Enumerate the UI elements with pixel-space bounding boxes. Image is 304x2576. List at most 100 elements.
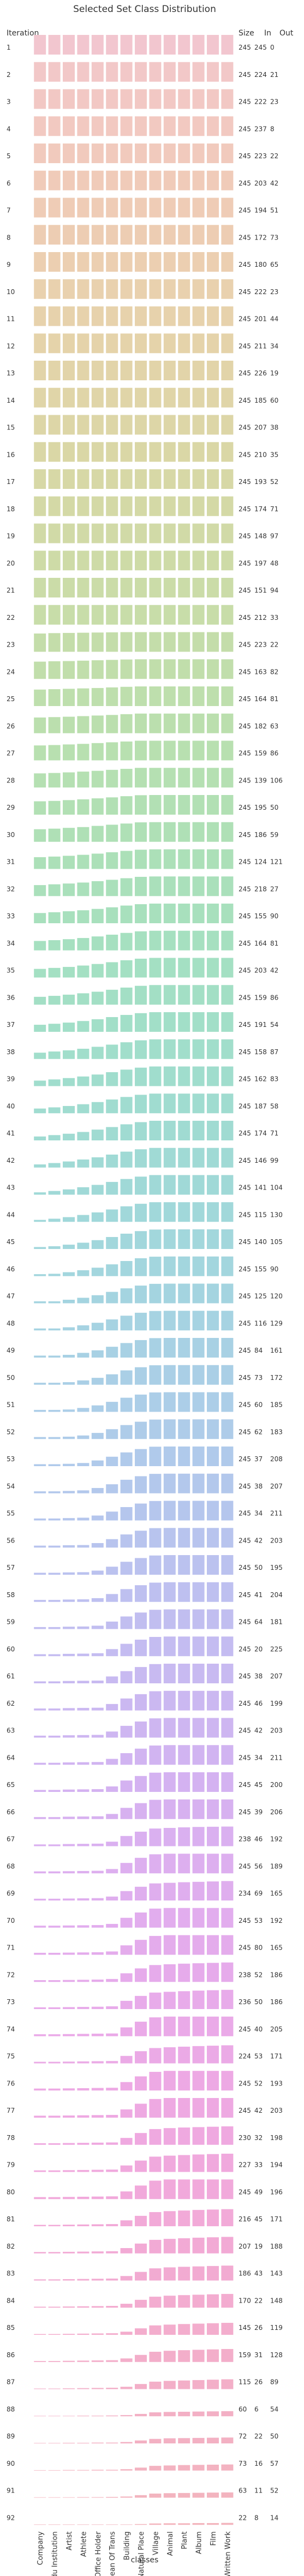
class-bar xyxy=(106,1374,118,1385)
row-out-value: 206 xyxy=(270,1808,283,1816)
class-bar xyxy=(48,1079,61,1086)
class-bar xyxy=(91,1898,104,1900)
class-bar xyxy=(135,415,147,435)
row-size-value: 245 xyxy=(239,912,251,920)
row-out-value: 86 xyxy=(270,994,278,1001)
row-size-value: 245 xyxy=(239,695,251,703)
class-bar xyxy=(135,1995,147,2009)
class-bar xyxy=(135,2133,147,2145)
class-bar xyxy=(178,1229,190,1249)
class-bar xyxy=(163,1447,176,1466)
class-bar xyxy=(120,659,133,679)
class-bar xyxy=(106,934,118,951)
class-bar xyxy=(207,225,219,245)
row-in-value: 180 xyxy=(254,261,267,268)
class-bar xyxy=(106,2033,118,2036)
class-bar xyxy=(77,551,90,571)
class-bar xyxy=(77,252,90,272)
class-bar xyxy=(192,1365,205,1385)
class-bar xyxy=(91,853,104,869)
class-bar xyxy=(48,2497,61,2498)
class-bar xyxy=(106,824,118,842)
iteration-row: 42 245 146 99 xyxy=(7,1147,278,1168)
iteration-row: 86 159 31 128 xyxy=(7,2348,283,2362)
class-bar xyxy=(149,2438,162,2443)
class-bar xyxy=(63,744,75,761)
class-bar xyxy=(48,306,61,326)
class-bar xyxy=(77,660,90,679)
class-bar xyxy=(120,2415,133,2417)
row-in-value: 140 xyxy=(254,1238,267,1246)
category-tick-label: Edu Institution xyxy=(51,2531,59,2576)
class-bar xyxy=(77,1187,90,1195)
class-bar xyxy=(106,2251,118,2254)
class-bar xyxy=(178,2179,190,2200)
class-bar xyxy=(149,2466,162,2471)
class-bar xyxy=(120,2358,133,2362)
category-tick-label: Plant xyxy=(181,2531,189,2549)
row-size-value: 245 xyxy=(239,858,251,866)
class-bar xyxy=(207,632,219,652)
class-bar xyxy=(163,1799,176,1819)
class-bar xyxy=(149,1610,162,1629)
class-bar xyxy=(63,1327,75,1331)
class-bar xyxy=(178,2350,190,2362)
class-bar xyxy=(221,1528,234,1548)
row-out-value: 21 xyxy=(270,71,278,79)
class-bar xyxy=(77,882,90,896)
class-bar xyxy=(192,1854,205,1874)
row-out-value: 207 xyxy=(270,1483,283,1490)
class-bar xyxy=(207,116,219,136)
class-bar xyxy=(178,1202,190,1222)
class-bar xyxy=(63,578,75,597)
row-in-value: 187 xyxy=(254,1102,267,1110)
class-bar xyxy=(77,965,90,978)
class-bar xyxy=(192,469,205,489)
row-out-value: 44 xyxy=(270,315,278,323)
row-size-value: 245 xyxy=(239,1455,251,1463)
class-bar xyxy=(163,442,176,462)
class-bar xyxy=(34,1080,46,1086)
class-bar xyxy=(207,2016,219,2036)
class-bar xyxy=(135,306,147,326)
class-bar xyxy=(149,1745,162,1765)
class-bar xyxy=(149,89,162,109)
class-bar xyxy=(106,880,118,896)
class-bar xyxy=(77,1104,90,1114)
class-bar xyxy=(34,829,46,842)
class-bar xyxy=(77,1898,90,1900)
class-bar xyxy=(120,2332,133,2335)
class-bar xyxy=(207,849,219,869)
row-out-value: 203 xyxy=(270,1537,283,1544)
class-bar xyxy=(106,1072,118,1086)
row-size-value: 245 xyxy=(239,885,251,893)
class-bar xyxy=(48,1980,61,1982)
class-bar xyxy=(192,279,205,299)
class-bar xyxy=(178,2465,190,2471)
class-bar xyxy=(106,2333,118,2335)
class-bar xyxy=(178,62,190,82)
class-bar xyxy=(149,2412,162,2417)
class-bar xyxy=(91,1870,104,1874)
class-bar xyxy=(207,442,219,462)
class-bar xyxy=(91,225,104,245)
class-bar xyxy=(149,849,162,869)
class-bar xyxy=(91,909,104,923)
class-bar xyxy=(135,1857,147,1874)
class-bar xyxy=(149,1965,162,1982)
row-size-value: 245 xyxy=(239,1754,251,1761)
row-size-value: 245 xyxy=(239,1211,251,1218)
class-bar xyxy=(120,1370,133,1385)
class-bar xyxy=(163,713,176,733)
class-bar xyxy=(63,62,75,82)
class-bar xyxy=(178,551,190,571)
row-in-value: 164 xyxy=(254,940,267,947)
class-bar xyxy=(178,2295,190,2308)
class-bar xyxy=(63,89,75,109)
category-tick-label: Album xyxy=(195,2531,204,2554)
class-bar xyxy=(207,1392,219,1412)
class-bar xyxy=(120,1725,133,1738)
row-out-value: 99 xyxy=(270,1157,278,1164)
class-bar xyxy=(63,387,75,408)
